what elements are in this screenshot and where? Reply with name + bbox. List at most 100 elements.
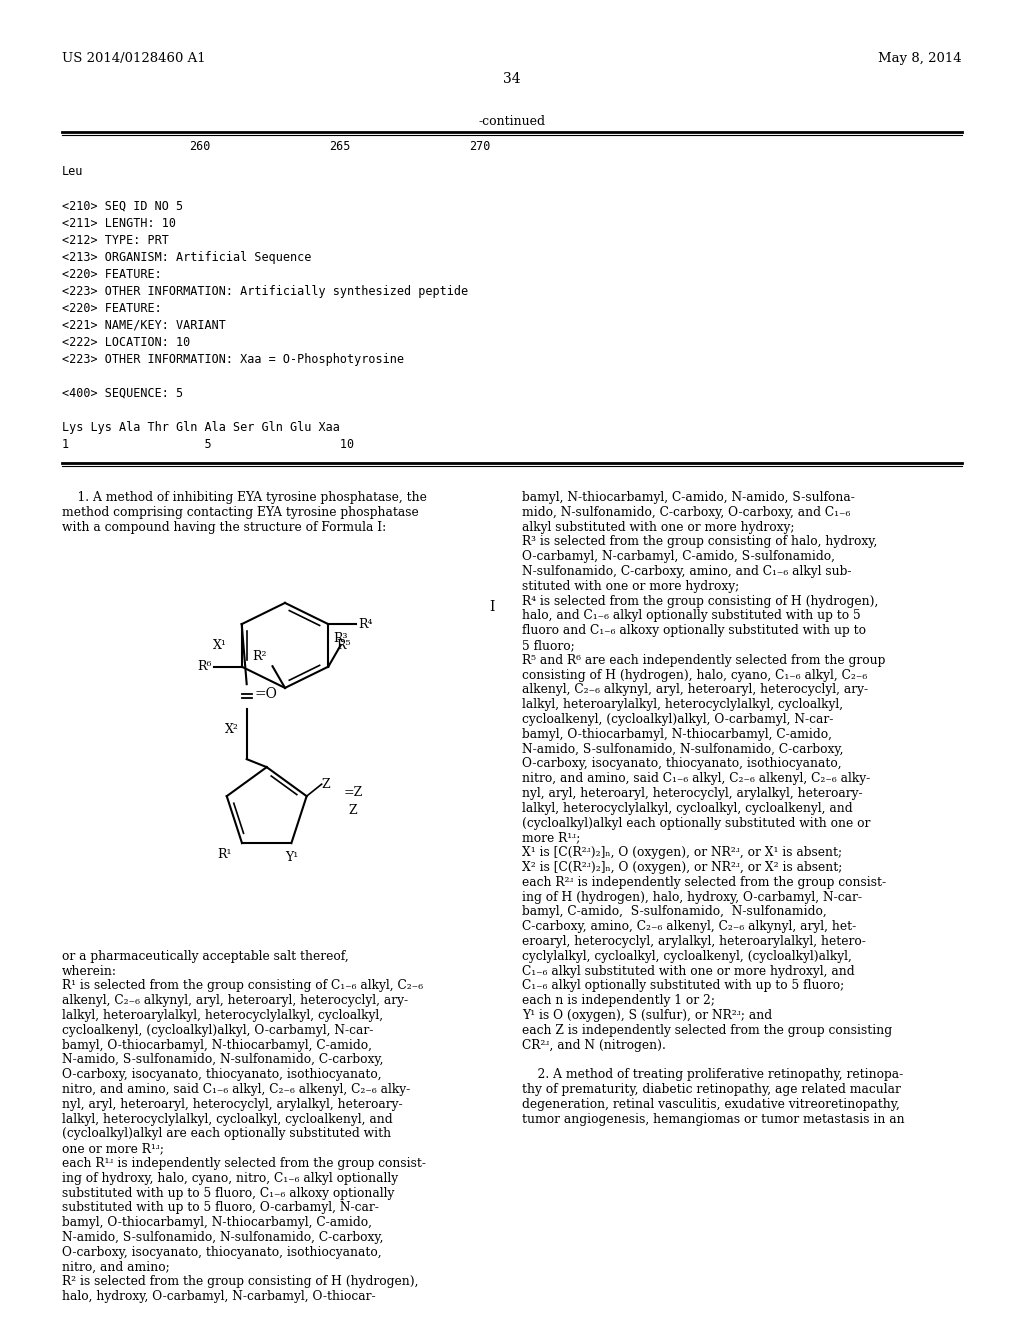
Text: or a pharmaceutically acceptable salt thereof,: or a pharmaceutically acceptable salt th… [62, 950, 349, 962]
Text: alkyl substituted with one or more hydroxy;: alkyl substituted with one or more hydro… [522, 520, 795, 533]
Text: C-carboxy, amino, C₂₋₆ alkenyl, C₂₋₆ alkynyl, aryl, het-: C-carboxy, amino, C₂₋₆ alkenyl, C₂₋₆ alk… [522, 920, 856, 933]
Text: Y¹ is O (oxygen), S (sulfur), or NR²ʴ; and: Y¹ is O (oxygen), S (sulfur), or NR²ʴ; a… [522, 1008, 772, 1022]
Text: <223> OTHER INFORMATION: Xaa = O-Phosphotyrosine: <223> OTHER INFORMATION: Xaa = O-Phospho… [62, 352, 404, 366]
Text: nyl, aryl, heteroaryl, heterocyclyl, arylalkyl, heteroary-: nyl, aryl, heteroaryl, heterocyclyl, ary… [522, 787, 862, 800]
Text: -continued: -continued [478, 115, 546, 128]
Text: <211> LENGTH: 10: <211> LENGTH: 10 [62, 216, 176, 230]
Text: thy of prematurity, diabetic retinopathy, age related macular: thy of prematurity, diabetic retinopathy… [522, 1082, 901, 1096]
Text: <221> NAME/KEY: VARIANT: <221> NAME/KEY: VARIANT [62, 319, 226, 333]
Text: R²: R² [253, 649, 267, 663]
Text: R¹ is selected from the group consisting of C₁₋₆ alkyl, C₂₋₆: R¹ is selected from the group consisting… [62, 979, 423, 993]
Text: R⁵: R⁵ [336, 639, 351, 652]
Text: lalkyl, heterocyclylalkyl, cycloalkyl, cycloalkenyl, and: lalkyl, heterocyclylalkyl, cycloalkyl, c… [522, 801, 853, 814]
Text: O-carboxy, isocyanato, thiocyanato, isothiocyanato,: O-carboxy, isocyanato, thiocyanato, isot… [62, 1068, 382, 1081]
Text: fluoro and C₁₋₆ alkoxy optionally substituted with up to: fluoro and C₁₋₆ alkoxy optionally substi… [522, 624, 866, 638]
Text: cycloalkenyl, (cycloalkyl)alkyl, O-carbamyl, N-car-: cycloalkenyl, (cycloalkyl)alkyl, O-carba… [62, 1024, 374, 1036]
Text: R¹: R¹ [217, 849, 232, 861]
Text: halo, hydroxy, O-carbamyl, N-carbamyl, O-thiocar-: halo, hydroxy, O-carbamyl, N-carbamyl, O… [62, 1290, 376, 1303]
Text: nitro, and amino, said C₁₋₆ alkyl, C₂₋₆ alkenyl, C₂₋₆ alky-: nitro, and amino, said C₁₋₆ alkyl, C₂₋₆ … [62, 1082, 411, 1096]
Text: nitro, and amino, said C₁₋₆ alkyl, C₂₋₆ alkenyl, C₂₋₆ alky-: nitro, and amino, said C₁₋₆ alkyl, C₂₋₆ … [522, 772, 870, 785]
Text: (cycloalkyl)alkyl each optionally substituted with one or: (cycloalkyl)alkyl each optionally substi… [522, 817, 870, 829]
Text: eroaryl, heterocyclyl, arylalkyl, heteroarylalkyl, hetero-: eroaryl, heterocyclyl, arylalkyl, hetero… [522, 935, 866, 948]
Text: C₁₋₆ alkyl optionally substituted with up to 5 fluoro;: C₁₋₆ alkyl optionally substituted with u… [522, 979, 844, 993]
Text: cycloalkenyl, (cycloalkyl)alkyl, O-carbamyl, N-car-: cycloalkenyl, (cycloalkyl)alkyl, O-carba… [522, 713, 834, 726]
Text: mido, N-sulfonamido, C-carboxy, O-carboxy, and C₁₋₆: mido, N-sulfonamido, C-carboxy, O-carbox… [522, 506, 850, 519]
Text: 34: 34 [503, 73, 521, 86]
Text: 1                   5                  10: 1 5 10 [62, 438, 354, 451]
Text: X¹ is [C(R²ʴ)₂]ₙ, O (oxygen), or NR²ʴ, or X¹ is absent;: X¹ is [C(R²ʴ)₂]ₙ, O (oxygen), or NR²ʴ, o… [522, 846, 842, 859]
Text: alkenyl, C₂₋₆ alkynyl, aryl, heteroaryl, heterocyclyl, ary-: alkenyl, C₂₋₆ alkynyl, aryl, heteroaryl,… [62, 994, 409, 1007]
Text: lalkyl, heteroarylalkyl, heterocyclylalkyl, cycloalkyl,: lalkyl, heteroarylalkyl, heterocyclylalk… [62, 1008, 383, 1022]
Text: <223> OTHER INFORMATION: Artificially synthesized peptide: <223> OTHER INFORMATION: Artificially sy… [62, 285, 468, 298]
Text: consisting of H (hydrogen), halo, cyano, C₁₋₆ alkyl, C₂₋₆: consisting of H (hydrogen), halo, cyano,… [522, 669, 867, 681]
Text: US 2014/0128460 A1: US 2014/0128460 A1 [62, 51, 206, 65]
Text: bamyl, O-thiocarbamyl, N-thiocarbamyl, C-amido,: bamyl, O-thiocarbamyl, N-thiocarbamyl, C… [522, 727, 831, 741]
Text: with a compound having the structure of Formula I:: with a compound having the structure of … [62, 520, 386, 533]
Text: N-amido, S-sulfonamido, N-sulfonamido, C-carboxy,: N-amido, S-sulfonamido, N-sulfonamido, C… [62, 1232, 384, 1243]
Text: R⁴ is selected from the group consisting of H (hydrogen),: R⁴ is selected from the group consisting… [522, 594, 879, 607]
Text: Leu: Leu [62, 165, 83, 178]
Text: X² is [C(R²ʴ)₂]ₙ, O (oxygen), or NR²ʴ, or X² is absent;: X² is [C(R²ʴ)₂]ₙ, O (oxygen), or NR²ʴ, o… [522, 861, 843, 874]
Text: ing of H (hydrogen), halo, hydroxy, O-carbamyl, N-car-: ing of H (hydrogen), halo, hydroxy, O-ca… [522, 891, 862, 904]
Text: cyclylalkyl, cycloalkyl, cycloalkenyl, (cycloalkyl)alkyl,: cyclylalkyl, cycloalkyl, cycloalkenyl, (… [522, 950, 852, 962]
Text: O-carboxy, isocyanato, thiocyanato, isothiocyanato,: O-carboxy, isocyanato, thiocyanato, isot… [522, 758, 842, 771]
Text: CR²ʴ, and N (nitrogen).: CR²ʴ, and N (nitrogen). [522, 1039, 666, 1052]
Text: X¹: X¹ [213, 639, 226, 652]
Text: alkenyl, C₂₋₆ alkynyl, aryl, heteroaryl, heterocyclyl, ary-: alkenyl, C₂₋₆ alkynyl, aryl, heteroaryl,… [522, 684, 868, 697]
Text: 265: 265 [330, 140, 350, 153]
Text: <400> SEQUENCE: 5: <400> SEQUENCE: 5 [62, 387, 183, 400]
Text: 260: 260 [189, 140, 211, 153]
Text: Y¹: Y¹ [285, 851, 298, 865]
Text: degeneration, retinal vasculitis, exudative vitreoretinopathy,: degeneration, retinal vasculitis, exudat… [522, 1098, 900, 1111]
Text: <220> FEATURE:: <220> FEATURE: [62, 268, 162, 281]
Text: Z: Z [322, 777, 331, 791]
Text: 2. A method of treating proliferative retinopathy, retinopa-: 2. A method of treating proliferative re… [522, 1068, 903, 1081]
Text: each Z is independently selected from the group consisting: each Z is independently selected from th… [522, 1024, 892, 1036]
Text: each R²ʴ is independently selected from the group consist-: each R²ʴ is independently selected from … [522, 875, 886, 888]
Text: =O: =O [255, 688, 278, 701]
Text: stituted with one or more hydroxy;: stituted with one or more hydroxy; [522, 579, 739, 593]
Text: substituted with up to 5 fluoro, O-carbamyl, N-car-: substituted with up to 5 fluoro, O-carba… [62, 1201, 379, 1214]
Text: bamyl, C-amido,  S-sulfonamido,  N-sulfonamido,: bamyl, C-amido, S-sulfonamido, N-sulfona… [522, 906, 826, 919]
Text: lalkyl, heteroarylalkyl, heterocyclylalkyl, cycloalkyl,: lalkyl, heteroarylalkyl, heterocyclylalk… [522, 698, 843, 711]
Text: X²: X² [225, 722, 239, 735]
Text: halo, and C₁₋₆ alkyl optionally substituted with up to 5: halo, and C₁₋₆ alkyl optionally substitu… [522, 610, 861, 623]
Text: wherein:: wherein: [62, 965, 117, 978]
Text: <212> TYPE: PRT: <212> TYPE: PRT [62, 234, 169, 247]
Text: substituted with up to 5 fluoro, C₁₋₆ alkoxy optionally: substituted with up to 5 fluoro, C₁₋₆ al… [62, 1187, 394, 1200]
Text: bamyl, N-thiocarbamyl, C-amido, N-amido, S-sulfona-: bamyl, N-thiocarbamyl, C-amido, N-amido,… [522, 491, 855, 504]
Text: N-amido, S-sulfonamido, N-sulfonamido, C-carboxy,: N-amido, S-sulfonamido, N-sulfonamido, C… [522, 743, 844, 755]
Text: <210> SEQ ID NO 5: <210> SEQ ID NO 5 [62, 201, 183, 213]
Text: C₁₋₆ alkyl substituted with one or more hydroxyl, and: C₁₋₆ alkyl substituted with one or more … [522, 965, 855, 978]
Text: R³: R³ [333, 632, 348, 644]
Text: nyl, aryl, heteroaryl, heterocyclyl, arylalkyl, heteroary-: nyl, aryl, heteroaryl, heterocyclyl, ary… [62, 1098, 402, 1111]
Text: O-carboxy, isocyanato, thiocyanato, isothiocyanato,: O-carboxy, isocyanato, thiocyanato, isot… [62, 1246, 382, 1259]
Text: R⁵ and R⁶ are each independently selected from the group: R⁵ and R⁶ are each independently selecte… [522, 653, 886, 667]
Text: R² is selected from the group consisting of H (hydrogen),: R² is selected from the group consisting… [62, 1275, 419, 1288]
Text: 270: 270 [469, 140, 490, 153]
Text: <213> ORGANISM: Artificial Sequence: <213> ORGANISM: Artificial Sequence [62, 251, 311, 264]
Text: 1. A method of inhibiting EYA tyrosine phosphatase, the: 1. A method of inhibiting EYA tyrosine p… [62, 491, 427, 504]
Text: bamyl, O-thiocarbamyl, N-thiocarbamyl, C-amido,: bamyl, O-thiocarbamyl, N-thiocarbamyl, C… [62, 1039, 372, 1052]
Text: R⁴: R⁴ [358, 618, 373, 631]
Text: N-amido, S-sulfonamido, N-sulfonamido, C-carboxy,: N-amido, S-sulfonamido, N-sulfonamido, C… [62, 1053, 384, 1067]
Text: N-sulfonamido, C-carboxy, amino, and C₁₋₆ alkyl sub-: N-sulfonamido, C-carboxy, amino, and C₁₋… [522, 565, 852, 578]
Text: more R¹ʴ;: more R¹ʴ; [522, 832, 581, 845]
Text: =Z: =Z [344, 785, 362, 799]
Text: nitro, and amino;: nitro, and amino; [62, 1261, 170, 1274]
Text: <222> LOCATION: 10: <222> LOCATION: 10 [62, 337, 190, 348]
Text: method comprising contacting EYA tyrosine phosphatase: method comprising contacting EYA tyrosin… [62, 506, 419, 519]
Text: May 8, 2014: May 8, 2014 [879, 51, 962, 65]
Text: <220> FEATURE:: <220> FEATURE: [62, 302, 162, 315]
Text: one or more R¹ʴ;: one or more R¹ʴ; [62, 1142, 164, 1155]
Text: bamyl, O-thiocarbamyl, N-thiocarbamyl, C-amido,: bamyl, O-thiocarbamyl, N-thiocarbamyl, C… [62, 1216, 372, 1229]
Text: tumor angiogenesis, hemangiomas or tumor metastasis in an: tumor angiogenesis, hemangiomas or tumor… [522, 1113, 904, 1126]
Text: R³ is selected from the group consisting of halo, hydroxy,: R³ is selected from the group consisting… [522, 536, 878, 548]
Text: Lys Lys Ala Thr Gln Ala Ser Gln Glu Xaa: Lys Lys Ala Thr Gln Ala Ser Gln Glu Xaa [62, 421, 340, 434]
Text: each n is independently 1 or 2;: each n is independently 1 or 2; [522, 994, 715, 1007]
Text: ing of hydroxy, halo, cyano, nitro, C₁₋₆ alkyl optionally: ing of hydroxy, halo, cyano, nitro, C₁₋₆… [62, 1172, 398, 1185]
Text: each R¹ʴ is independently selected from the group consist-: each R¹ʴ is independently selected from … [62, 1158, 426, 1170]
Text: Z: Z [348, 804, 357, 817]
Text: lalkyl, heterocyclylalkyl, cycloalkyl, cycloalkenyl, and: lalkyl, heterocyclylalkyl, cycloalkyl, c… [62, 1113, 392, 1126]
Text: 5 fluoro;: 5 fluoro; [522, 639, 574, 652]
